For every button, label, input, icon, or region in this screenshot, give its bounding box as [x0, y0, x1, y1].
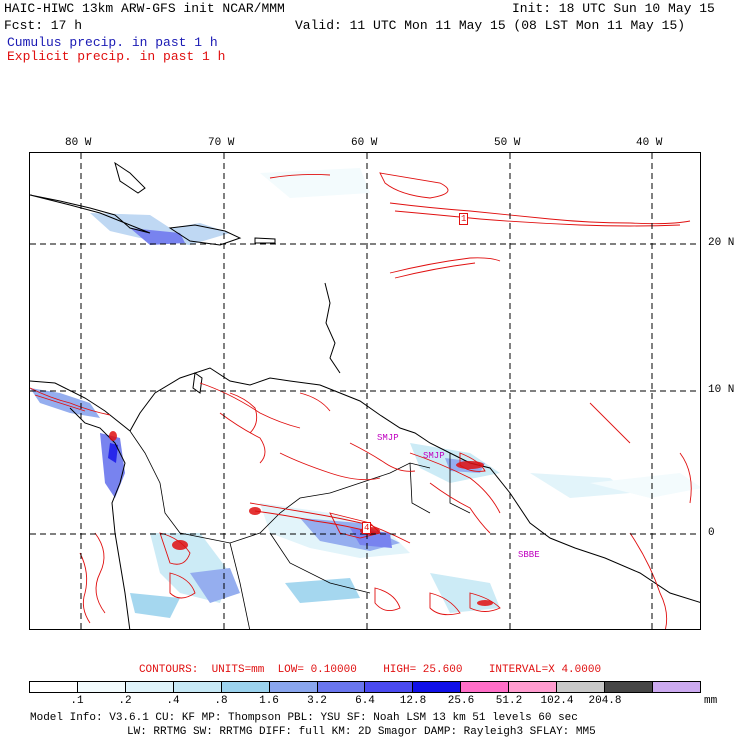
contour-title: CONTOURS: [138, 664, 199, 676]
colorbar-tick-label: .1 [70, 695, 84, 707]
init-time: Init: 18 UTC Sun 10 May 15 [512, 1, 715, 16]
colorbar-tick-label: 3.2 [307, 695, 327, 707]
colorbar-cell [652, 682, 700, 692]
model-title: HAIC-HIWC 13km ARW-GFS init NCAR/MMM [4, 1, 285, 16]
lat-lon-grid [30, 153, 700, 629]
contour-low: LOW= 0.10000 [277, 664, 357, 676]
lon-label-40w: 40 W [636, 137, 663, 149]
colorbar-tick-label: 6.4 [355, 695, 375, 707]
colorbar-tick-label: .4 [166, 695, 180, 707]
colorbar-units: mm [704, 695, 718, 707]
colorbar-cell [77, 682, 126, 692]
coastlines [30, 161, 700, 629]
station-label-smjp-1: SMJP [377, 433, 399, 443]
map-canvas [30, 153, 700, 629]
lat-label-10n: 10 N [708, 384, 735, 396]
precip-maxima [109, 431, 493, 606]
colorbar-tick-label: 1.6 [259, 695, 279, 707]
colorbar-tick-label: .8 [214, 695, 228, 707]
colorbar-tick-label: 25.6 [447, 695, 475, 707]
max-marker-4: 4 [362, 522, 372, 534]
colorbar-cell [125, 682, 174, 692]
lat-label-0: 0 [708, 527, 715, 539]
colorbar-cell [365, 682, 414, 692]
colorbar-cell [173, 682, 222, 692]
colorbar-tick-label: .2 [118, 695, 132, 707]
contour-interval: INTERVAL=X 4.0000 [488, 664, 602, 676]
forecast-hour: Fcst: 17 h [4, 18, 83, 33]
explicit-precip-contours [30, 172, 692, 629]
contour-units: UNITS=mm [211, 664, 265, 676]
lat-label-20n: 20 N [708, 237, 735, 249]
colorbar-labels: .1 .2 .4 .8 1.6 3.2 6.4 12.8 25.6 51.2 102.4 204.8 [29, 695, 701, 707]
model-info-line2: LW: RRTMG SW: RRTMG DIFF: full KM: 2D Sm… [127, 726, 596, 738]
valid-time: Valid: 11 UTC Mon 11 May 15 (08 LST Mon … [295, 18, 686, 33]
colorbar-cell [509, 682, 558, 692]
station-label-sbbe: SBBE [518, 550, 540, 560]
colorbar-cell [221, 682, 270, 692]
map-panel: SMJP SMJP SBBE 1 4 [29, 152, 701, 630]
lon-label-50w: 50 W [494, 137, 521, 149]
colorbar-cell [461, 682, 510, 692]
precip-colorbar [29, 681, 701, 693]
colorbar-cell [557, 682, 606, 692]
explicit-legend-label: Explicit precip. in past 1 h [7, 49, 226, 64]
station-label-smjp-2: SMJP [423, 451, 445, 461]
contour-high: HIGH= 25.600 [383, 664, 463, 676]
max-marker-1: 1 [459, 213, 469, 225]
model-info-line1: Model Info: V3.6.1 CU: KF MP: Thompson P… [30, 712, 578, 724]
colorbar-cell [269, 682, 318, 692]
colorbar-tick-label: 12.8 [399, 695, 427, 707]
colorbar-tick-label: 102.4 [540, 695, 574, 707]
lon-label-80w: 80 W [65, 137, 92, 149]
colorbar-cell [413, 682, 462, 692]
lon-label-60w: 60 W [351, 137, 378, 149]
cumulus-legend-label: Cumulus precip. in past 1 h [7, 35, 218, 50]
colorbar-cell [605, 682, 653, 692]
lon-label-70w: 70 W [208, 137, 235, 149]
colorbar-tick-label: 204.8 [588, 695, 622, 707]
colorbar-cell [317, 682, 366, 692]
contour-info: CONTOURS: UNITS=mm LOW= 0.10000 HIGH= 25… [0, 664, 740, 676]
colorbar-tick-label: 51.2 [495, 695, 523, 707]
colorbar-cell [30, 682, 78, 692]
